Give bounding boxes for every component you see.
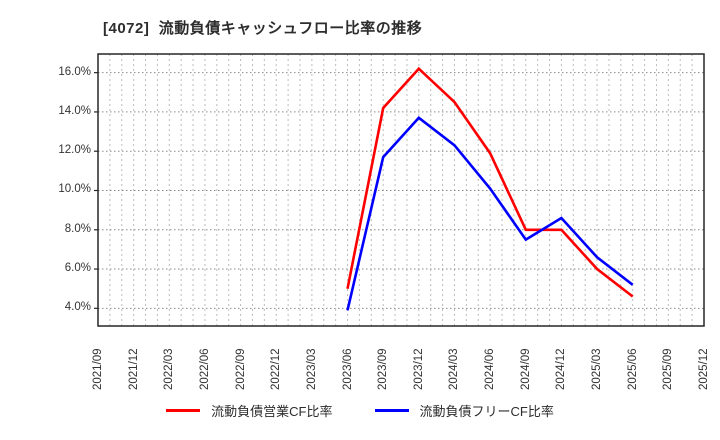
x-tick-label: 2025/12 — [698, 348, 710, 390]
x-tick-label: 2025/06 — [626, 348, 639, 390]
y-tick-label: 10.0% — [58, 183, 91, 196]
x-tick-label: 2024/03 — [448, 348, 461, 390]
x-tick-label: 2025/03 — [591, 348, 604, 390]
series-line-0 — [346, 66, 634, 298]
legend-item-operating-cf: 流動負債営業CF比率 — [166, 401, 333, 420]
x-tick-label: 2022/12 — [270, 348, 283, 390]
y-tick-label: 16.0% — [58, 65, 91, 78]
y-tick-label: 14.0% — [58, 104, 91, 117]
y-tick-label: 4.0% — [64, 301, 91, 314]
x-tick-label: 2021/12 — [127, 348, 140, 390]
legend-item-free-cf: 流動負債フリーCF比率 — [374, 401, 554, 420]
x-tick-label: 2024/06 — [484, 348, 497, 390]
x-tick-label: 2024/09 — [519, 348, 532, 390]
x-tick-label: 2022/06 — [198, 348, 211, 390]
y-tick-label: 12.0% — [58, 144, 91, 157]
plot-border — [97, 53, 705, 327]
x-tick-label: 2024/12 — [555, 348, 568, 390]
y-tick-label: 8.0% — [64, 222, 91, 235]
legend-line-sample-red — [166, 409, 201, 412]
x-tick-label: 2022/03 — [163, 348, 176, 390]
x-tick-label: 2022/09 — [234, 348, 247, 390]
legend-line-sample-blue — [374, 409, 409, 412]
x-tick-label: 2023/03 — [305, 348, 318, 390]
legend-label-operating-cf: 流動負債営業CF比率 — [211, 404, 333, 419]
legend: 流動負債営業CF比率 流動負債フリーCF比率 — [0, 401, 720, 420]
x-tick-label: 2023/09 — [377, 348, 390, 390]
y-tick-label: 6.0% — [64, 262, 91, 275]
x-tick-label: 2023/06 — [341, 348, 354, 390]
series-line-1 — [346, 116, 634, 311]
chart-title: [4072] 流動負債キャッシュフロー比率の推移 — [103, 20, 423, 37]
x-tick-label: 2025/09 — [662, 348, 675, 390]
x-tick-label: 2021/09 — [92, 348, 104, 390]
legend-label-free-cf: 流動負債フリーCF比率 — [419, 404, 554, 419]
x-tick-label: 2023/12 — [412, 348, 425, 390]
